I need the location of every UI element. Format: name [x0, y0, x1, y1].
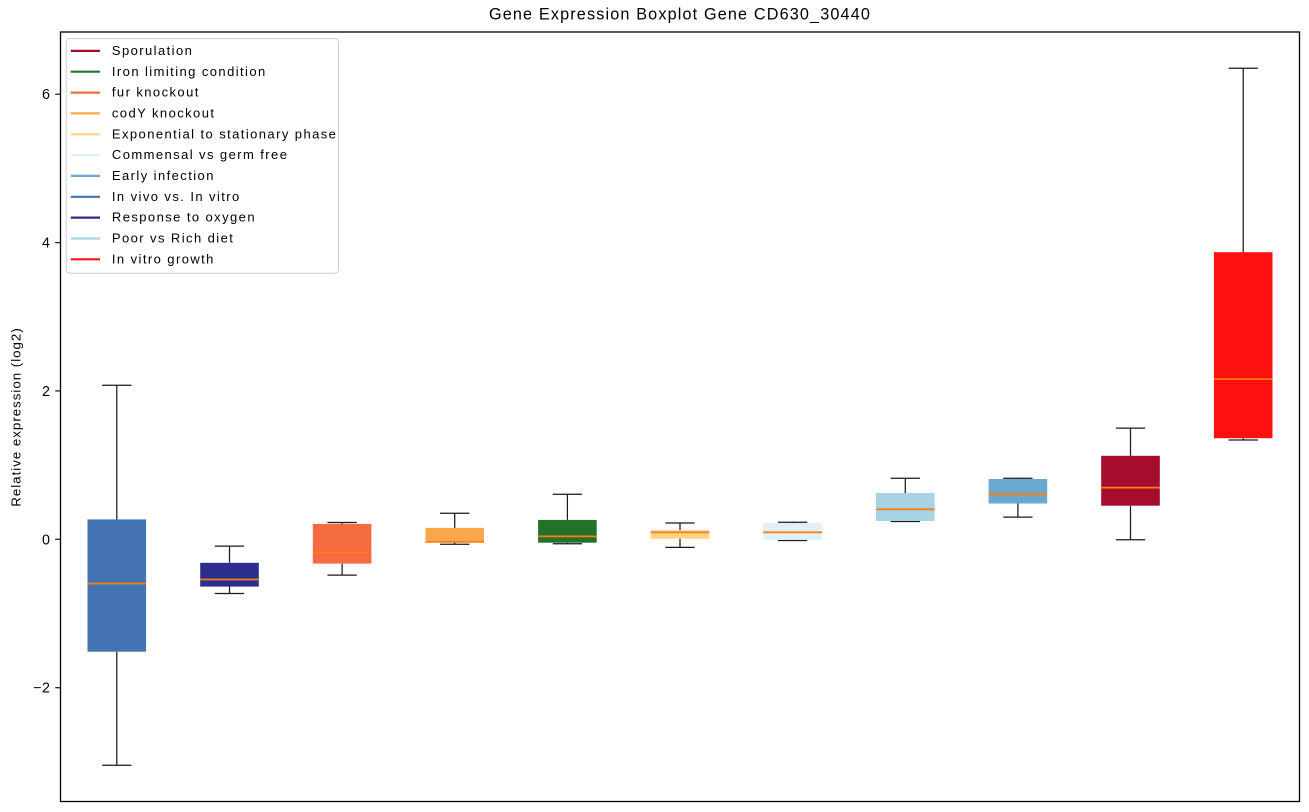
- svg-text:Iron limiting condition: Iron limiting condition: [112, 64, 267, 79]
- svg-text:4: 4: [42, 236, 50, 252]
- svg-text:6: 6: [42, 87, 50, 103]
- svg-text:Relative expression (log2): Relative expression (log2): [9, 327, 24, 506]
- svg-text:In vivo vs. In vitro: In vivo vs. In vitro: [112, 189, 241, 204]
- svg-text:2: 2: [42, 384, 50, 400]
- svg-text:Sporulation: Sporulation: [112, 43, 193, 58]
- svg-text:fur knockout: fur knockout: [112, 85, 200, 100]
- svg-text:Poor vs Rich diet: Poor vs Rich diet: [112, 231, 234, 246]
- svg-text:Gene Expression Boxplot Gene C: Gene Expression Boxplot Gene CD630_30440: [489, 6, 871, 24]
- svg-text:Early infection: Early infection: [112, 168, 215, 183]
- svg-text:Response to oxygen: Response to oxygen: [112, 210, 256, 225]
- svg-text:Exponential to stationary phas: Exponential to stationary phase: [112, 126, 337, 141]
- svg-text:codY knockout: codY knockout: [112, 106, 215, 121]
- svg-text:0: 0: [42, 532, 50, 548]
- svg-text:Commensal vs germ free: Commensal vs germ free: [112, 147, 288, 162]
- svg-text:In vitro growth: In vitro growth: [112, 251, 215, 266]
- svg-text:−2: −2: [33, 681, 50, 697]
